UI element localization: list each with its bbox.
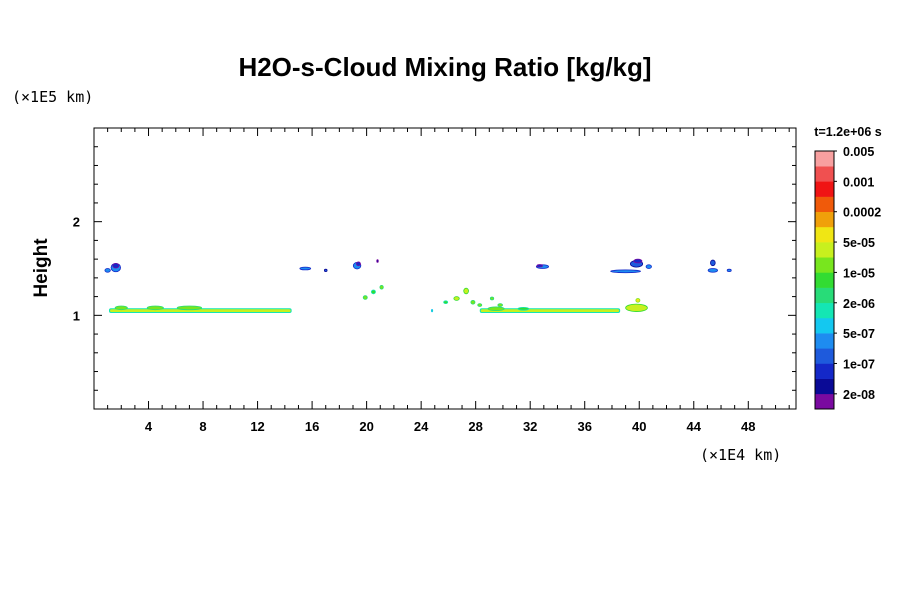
cloud-blob-25 bbox=[517, 306, 530, 311]
colorbar-label-4: 1e-05 bbox=[843, 266, 875, 280]
cloud-band-0 bbox=[109, 309, 291, 313]
colorbar-label-2: 5e-07 bbox=[843, 327, 875, 341]
cloud-blob-10 bbox=[355, 261, 361, 267]
colorbar-swatch-9 bbox=[815, 257, 834, 273]
x-tick-label-9: 40 bbox=[632, 419, 646, 434]
x-tick-label-5: 24 bbox=[414, 419, 429, 434]
cloud-blob-36 bbox=[726, 268, 732, 272]
x-tick-label-4: 20 bbox=[359, 419, 373, 434]
colorbar-label-8: 0.005 bbox=[843, 145, 874, 159]
cloud-blob-8 bbox=[323, 268, 328, 272]
cloud-blob-4 bbox=[104, 268, 111, 273]
cloud-blob-34 bbox=[707, 268, 719, 273]
cloud-blob-14 bbox=[379, 284, 384, 290]
cloud-blob-1 bbox=[114, 305, 128, 311]
chart-title: H2O-s-Cloud Mixing Ratio [kg/kg] bbox=[238, 52, 651, 82]
colorbar-swatch-12 bbox=[815, 211, 834, 228]
cloud-blob-7 bbox=[299, 266, 312, 271]
x-unit-label: (×1E4 km) bbox=[700, 446, 781, 464]
x-tick-label-8: 36 bbox=[577, 419, 591, 434]
cloud-blob-6 bbox=[112, 262, 120, 269]
cloud-blob-32 bbox=[633, 258, 643, 264]
cloud-blob-24 bbox=[487, 306, 505, 312]
colorbar-swatch-2 bbox=[815, 363, 834, 379]
x-tick-label-3: 16 bbox=[305, 419, 319, 434]
y-tick-label-1: 2 bbox=[73, 215, 80, 230]
colorbar-swatch-0 bbox=[815, 393, 834, 410]
cloud-blob-18 bbox=[463, 287, 469, 295]
x-tick-label-0: 4 bbox=[145, 419, 153, 434]
cloud-blob-30 bbox=[610, 269, 642, 274]
colorbar-swatch-10 bbox=[815, 242, 834, 258]
cloud-blob-2 bbox=[146, 305, 164, 311]
colorbar-label-6: 0.0002 bbox=[843, 206, 881, 220]
cloud-blob-29 bbox=[536, 264, 543, 268]
time-label: t=1.2e+06 s bbox=[814, 125, 881, 139]
cloud-band-23 bbox=[480, 309, 620, 313]
colorbar-frame bbox=[814, 150, 835, 410]
y-tick-label-0: 1 bbox=[73, 308, 80, 323]
x-tick-label-6: 28 bbox=[468, 419, 482, 434]
x-tick-label-7: 32 bbox=[523, 419, 537, 434]
cloud-blob-19 bbox=[470, 299, 476, 305]
colorbar: 2e-08 1e-07 5e-07 2e-06 1e-05 5e-05 0.0002 0.00… bbox=[814, 145, 881, 410]
cloud-blob-3 bbox=[176, 305, 203, 311]
colorbar-swatch-8 bbox=[815, 272, 834, 288]
colorbar-swatch-16 bbox=[815, 151, 834, 167]
cloud-blob-35 bbox=[710, 259, 716, 267]
colorbar-label-1: 1e-07 bbox=[843, 357, 875, 371]
x-tick-label-11: 48 bbox=[741, 419, 755, 434]
colorbar-swatch-7 bbox=[815, 287, 834, 304]
colorbar-swatch-5 bbox=[815, 317, 834, 334]
colorbar-label-3: 2e-06 bbox=[843, 297, 875, 311]
cloud-blob-16 bbox=[443, 300, 449, 305]
cloud-blob-26 bbox=[625, 303, 648, 312]
y-axis-label: Height bbox=[31, 238, 52, 298]
cloud-blob-20 bbox=[477, 303, 483, 307]
colorbar-swatch-4 bbox=[815, 333, 834, 349]
colorbar-swatch-11 bbox=[815, 226, 834, 243]
cloud-blob-22 bbox=[497, 303, 503, 307]
x-tick-label-1: 8 bbox=[199, 419, 206, 434]
cloud-blob-17 bbox=[453, 296, 460, 301]
x-tick-label-10: 44 bbox=[687, 419, 702, 434]
cloud-blob-13 bbox=[370, 289, 376, 295]
colorbar-swatch-13 bbox=[815, 196, 834, 213]
colorbar-swatch-3 bbox=[815, 348, 834, 364]
colorbar-swatch-1 bbox=[815, 378, 834, 395]
y-unit-label: (×1E5 km) bbox=[12, 88, 93, 106]
colorbar-swatch-14 bbox=[815, 181, 834, 197]
x-tick-label-2: 12 bbox=[250, 419, 264, 434]
colorbar-swatch-15 bbox=[815, 166, 834, 182]
cloud-field bbox=[104, 258, 732, 314]
colorbar-swatch-6 bbox=[815, 302, 834, 319]
cloud-blob-33 bbox=[645, 264, 652, 269]
cloud-blob-27 bbox=[635, 298, 641, 303]
plot-frame bbox=[93, 127, 797, 410]
cloud-blob-11 bbox=[376, 259, 379, 263]
colorbar-label-0: 2e-08 bbox=[843, 388, 875, 402]
colorbar-label-7: 0.001 bbox=[843, 175, 874, 189]
cloud-blob-15 bbox=[430, 309, 434, 313]
cloud-blob-21 bbox=[489, 296, 495, 301]
colorbar-label-5: 5e-05 bbox=[843, 236, 875, 250]
cloud-blob-12 bbox=[362, 295, 368, 300]
